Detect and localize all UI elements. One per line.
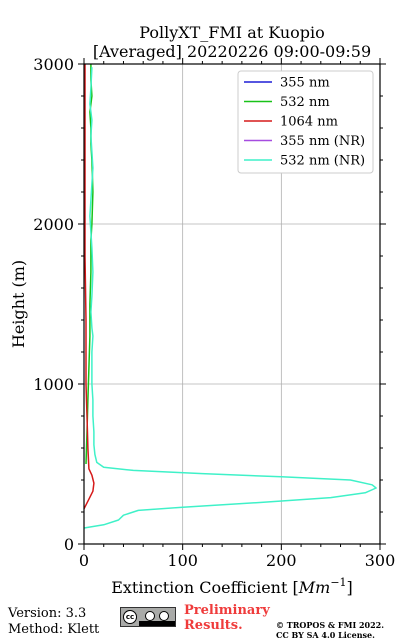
legend-label: 1064 nm: [280, 115, 338, 130]
preliminary-line-1: Preliminary: [184, 603, 270, 618]
series-line-1064-nm: [83, 64, 95, 510]
copyright-line-2: CC BY SA 4.0 License.: [276, 630, 375, 640]
y-tick-label: 0: [64, 535, 74, 554]
cc-license-icon: cc: [120, 607, 176, 627]
method-text: Method: Klett: [8, 622, 100, 637]
x-tick-label: 200: [266, 551, 297, 570]
x-tick-label: 0: [79, 551, 89, 570]
preliminary-results-note: Preliminary Results.: [184, 603, 270, 633]
y-tick-label: 3000: [33, 55, 74, 74]
plot-frame: [83, 63, 381, 545]
version-text: Version: 3.3: [8, 606, 87, 621]
chart-title: PollyXT_FMI at Kuopio: [139, 23, 325, 42]
x-tick-label: 300: [365, 551, 396, 570]
legend-label: 532 nm: [280, 95, 330, 110]
preliminary-line-2: Results.: [184, 618, 243, 633]
y-axis-label: Height (m): [9, 260, 28, 348]
series-line-532-nm-nr: [83, 67, 377, 529]
copyright-line-1: © TROPOS & FMI 2022.: [276, 620, 385, 630]
legend-label: 355 nm (NR): [280, 134, 365, 149]
x-axis-label: Extinction Coefficient [Mm−1]: [111, 576, 353, 597]
y-tick-label: 1000: [33, 375, 74, 394]
series-layer: [83, 64, 377, 529]
legend-box: [237, 70, 374, 174]
copyright-note: © TROPOS & FMI 2022. CC BY SA 4.0 Licens…: [276, 620, 384, 640]
x-tick-label: 100: [167, 551, 198, 570]
chart-subtitle: [Averaged] 20220226 09:00-09:59: [93, 42, 371, 61]
y-tick-label: 2000: [33, 215, 74, 234]
legend-label: 532 nm (NR): [280, 154, 365, 169]
legend-label: 355 nm: [280, 76, 330, 91]
footer-info: Version: 3.3 Method: Klett: [8, 606, 99, 638]
legend: 355 nm 532 nm 1064 nm 355 nm (NR) 532 nm (NR…: [237, 70, 374, 174]
